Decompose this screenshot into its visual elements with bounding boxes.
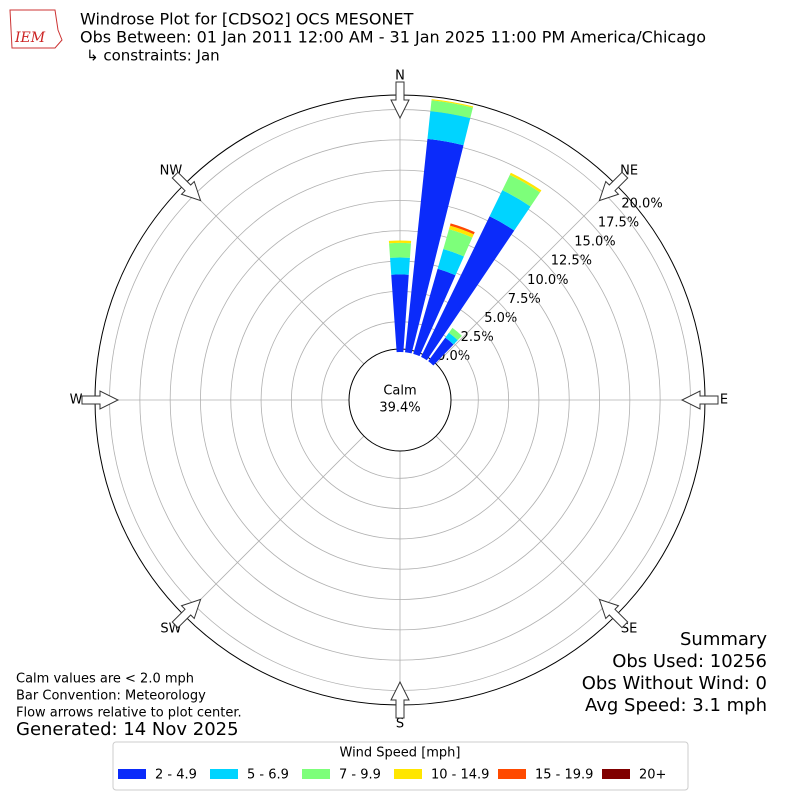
spoke [184,184,365,365]
wind-bar [421,216,515,361]
r-tick-label: 12.5% [551,254,592,269]
logo: IEM [9,9,63,49]
legend-label: 5 - 6.9 [247,768,289,783]
r-tick-label: 20.0% [621,196,662,211]
compass-arrow [81,390,120,410]
wind-bar [430,100,473,119]
r-tick-label: 15.0% [574,235,615,250]
compass-label: W [70,393,83,408]
compass-arrow [390,81,410,120]
grid-ring [169,169,631,631]
summary: Summary [680,629,767,650]
legend-label: 15 - 19.9 [535,768,593,783]
chart-subtitle: Obs Between: 01 Jan 2011 12:00 AM - 31 J… [80,28,706,47]
r-tick-label: 7.5% [508,292,541,307]
spoke [435,184,616,365]
wind-bar [449,223,475,235]
legend-box [112,741,689,791]
legend-swatch [210,769,238,779]
legend-title: Wind Speed [mph] [340,746,461,761]
spoke [184,435,365,616]
generated: Generated: 14 Nov 2025 [16,719,239,740]
compass-label: E [720,393,728,408]
compass-arrow [171,171,202,202]
r-tick-label: 2.5% [461,330,494,345]
wind-bar [388,240,412,244]
wind-bar [509,172,542,193]
summary: Obs Used: 10256 [612,651,767,672]
summary: Obs Without Wind: 0 [582,673,767,694]
plot: 0.0%2.5%5.0%7.5%10.0%12.5%15.0%17.5%20.0… [70,69,729,732]
r-tick-label: 17.5% [598,216,639,231]
wind-bar [413,268,456,357]
wind-bar [389,242,411,258]
constraints: ↳ constraints: Jan [86,47,220,65]
wind-bar [448,225,474,238]
compass-arrow [598,171,629,202]
compass-label: N [395,69,405,84]
chart-title: Windrose Plot for [CDSO2] OCS MESONET [80,10,414,29]
legend: 2 - 4.9 5 - 6.9 7 - 9.9 10 - 14.9 15 - 19.9 2… [118,768,666,783]
calm-label: Calm [383,384,416,399]
legend-label: 10 - 14.9 [431,768,489,783]
legend-swatch [498,769,526,779]
logo-text: IEM [14,30,46,46]
calm-value: 39.4% [379,401,420,416]
note: Calm values are < 2.0 mph [16,672,194,687]
compass-arrow [390,680,410,719]
wind-bar [428,337,454,366]
spoke [435,435,616,616]
grid-ring [230,230,570,570]
legend-label: 7 - 9.9 [339,768,381,783]
note: Flow arrows relative to plot center. [16,706,242,721]
wind-bar [431,99,474,108]
legend-swatch [118,769,146,779]
compass-label: S [396,717,404,732]
wind-bar [391,274,409,353]
compass-arrow [171,598,202,629]
grid-ring [200,200,600,600]
note: Bar Convention: Meteorology [16,689,206,704]
wind-bar [502,174,541,207]
summary: Avg Speed: 3.1 mph [585,695,767,716]
legend-label: 20+ [639,768,666,783]
r-tick-label: 5.0% [484,311,517,326]
wind-bar [405,138,464,354]
wind-bar [489,190,531,231]
grid-ring [139,139,661,661]
compass-arrow [680,390,719,410]
wind-bar [390,257,410,275]
wind-bar [445,332,458,345]
wind-bar [437,248,464,276]
wind-bar [448,327,462,341]
legend-label: 2 - 4.9 [155,768,197,783]
legend-swatch [602,769,630,779]
legend-swatch [394,769,422,779]
wind-bar [427,111,471,146]
r-tick-label: 10.0% [527,273,568,288]
legend-swatch [302,769,330,779]
compass-arrow [598,598,629,629]
wind-bar [443,229,473,257]
